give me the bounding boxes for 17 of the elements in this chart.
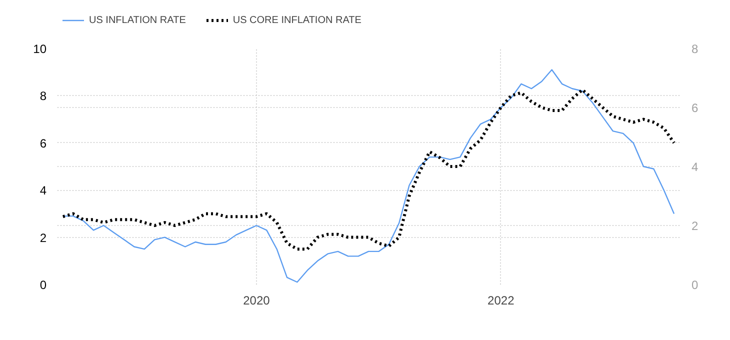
y2-tick-label: 2 bbox=[692, 219, 698, 233]
legend-label: US CORE INFLATION RATE bbox=[232, 14, 362, 26]
line-series bbox=[62, 69, 675, 283]
y-tick-label: 4 bbox=[40, 184, 47, 198]
y2-tick-label: 4 bbox=[692, 160, 698, 174]
y2-tick-label: 0 bbox=[692, 278, 698, 292]
y-tick-label: 10 bbox=[33, 42, 47, 56]
y-tick-label: 8 bbox=[40, 89, 47, 104]
y2-tick-label: 8 bbox=[692, 42, 698, 56]
y-tick-label: 2 bbox=[40, 230, 47, 245]
y-tick-label: 0 bbox=[40, 278, 47, 292]
y2-tick-label: 6 bbox=[692, 101, 698, 115]
legend-label: US INFLATION RATE bbox=[89, 14, 186, 26]
x-tick-label: 2022 bbox=[488, 294, 515, 308]
x-tick-label: 2020 bbox=[243, 294, 270, 308]
y-tick-label: 6 bbox=[40, 136, 47, 150]
line-series bbox=[61, 88, 676, 251]
